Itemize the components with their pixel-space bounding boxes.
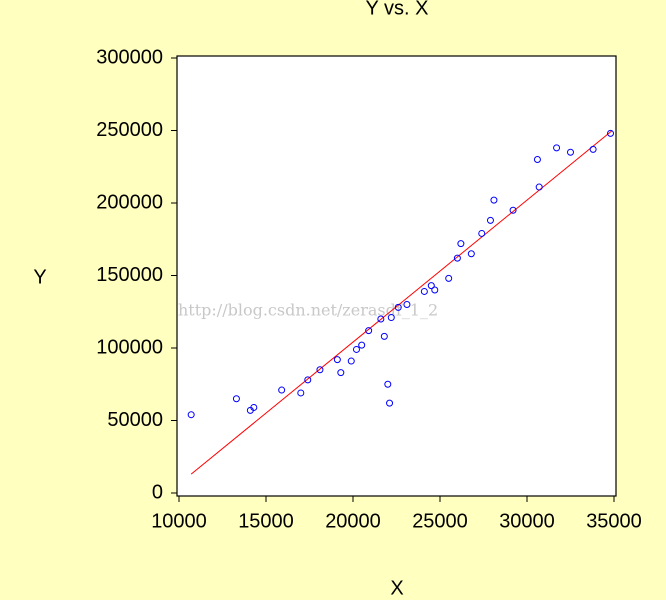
- point: [187, 411, 195, 419]
- point: [486, 216, 494, 224]
- point: [535, 183, 543, 191]
- point: [431, 286, 439, 294]
- y-axis-label: Y: [33, 266, 46, 288]
- point: [380, 332, 388, 340]
- y-tick-label: 250000: [96, 119, 163, 141]
- x-tick-label: 25000: [412, 510, 468, 532]
- point: [333, 356, 341, 364]
- x-tick-label: 15000: [238, 510, 294, 532]
- point: [278, 386, 286, 394]
- point: [232, 395, 240, 403]
- y-tick-label: 100000: [96, 336, 163, 358]
- point: [567, 148, 574, 156]
- point: [589, 145, 597, 153]
- watermark: http://blog.csdn.net/zerasdf_1_2: [178, 301, 438, 320]
- point: [304, 376, 312, 384]
- point: [297, 389, 305, 397]
- point: [509, 206, 517, 214]
- point: [607, 129, 615, 137]
- point: [337, 369, 345, 377]
- plot-area: [176, 55, 617, 497]
- y-tick-label: 150000: [96, 264, 163, 286]
- point: [358, 341, 366, 349]
- point: [347, 357, 355, 365]
- point: [250, 403, 258, 411]
- point: [387, 314, 395, 322]
- point: [365, 327, 373, 335]
- point: [386, 399, 394, 407]
- point: [427, 282, 435, 290]
- point: [490, 196, 498, 204]
- x-axis-label: X: [390, 577, 403, 599]
- y-tick-label: 0: [152, 481, 163, 503]
- point: [553, 144, 561, 152]
- point: [453, 254, 461, 262]
- x-tick-label: 35000: [586, 510, 642, 532]
- y-tick-label: 300000: [96, 46, 163, 68]
- point: [533, 156, 541, 163]
- point: [352, 345, 360, 353]
- point: [403, 301, 411, 308]
- point: [457, 240, 465, 248]
- point: [316, 366, 324, 374]
- point: [420, 287, 428, 295]
- point: [467, 250, 475, 258]
- x-tick-label: 20000: [325, 510, 381, 532]
- chart-title: Y vs. X: [366, 0, 429, 19]
- point: [394, 303, 402, 311]
- point: [445, 274, 453, 282]
- x-tick-label: 10000: [151, 510, 207, 532]
- point: [384, 380, 392, 388]
- y-tick-label: 50000: [107, 409, 163, 431]
- y-tick-label: 200000: [96, 191, 163, 213]
- x-tick-label: 30000: [499, 510, 555, 532]
- point: [377, 315, 385, 323]
- point: [478, 229, 486, 237]
